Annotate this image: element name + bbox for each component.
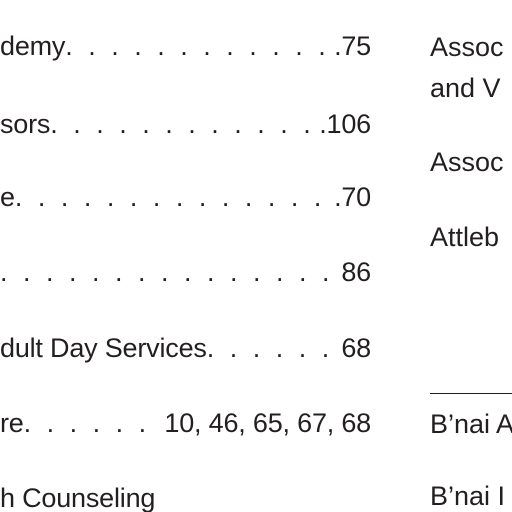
index-entry: e .70 . . . . . . . . . . . . . . . . . … [0, 181, 371, 213]
dot-leader: . . . . . . . . . . . . . . . . . . . . … [23, 408, 165, 438]
dot-leader: . . . . . . . . . . . . . . . . . . . . … [50, 109, 319, 139]
entry-page-numbers: .106 [319, 109, 371, 139]
entry-page-numbers: 10, 46, 65, 67, 68 [164, 408, 371, 438]
index-entry-right: Assoc [430, 147, 504, 177]
index-entry-right: B’nai A [430, 409, 512, 439]
index-entry: h Counseling [0, 482, 371, 512]
entry-name: h Counseling [0, 483, 156, 512]
section-divider [430, 393, 512, 394]
entry-page-numbers: 68 [341, 333, 371, 363]
index-entry-right: and V [430, 73, 501, 103]
entry-name: sors [0, 109, 51, 139]
index-entry: demy .75 . . . . . . . . . . . . . . . .… [0, 30, 371, 62]
index-right-column: Assoc and V Assoc Attleb B’nai A B’nai I [430, 0, 512, 512]
index-entry: dult Day Services 68 . . . . . . . . . .… [0, 332, 371, 364]
dot-leader: . . . . . . . . . . . . . . . . . . . . … [206, 333, 342, 363]
index-entry-right: Assoc [430, 32, 504, 62]
dot-leader: . . . . . . . . . . . . . . . . . . . . … [0, 257, 341, 287]
entry-name: re [0, 408, 24, 438]
index-entry: re 10, 46, 65, 67, 68 . . . . . . . . . … [0, 407, 371, 439]
dot-leader: . . . . . . . . . . . . . . . . . . . . … [14, 182, 334, 212]
entry-name: demy [0, 31, 66, 61]
entry-page-numbers: 86 [341, 257, 371, 287]
entry-page-numbers: .75 [334, 31, 371, 61]
index-entry-right: Attleb [430, 222, 500, 252]
entry-page-numbers: .70 [334, 182, 371, 212]
entry-name: e [0, 182, 15, 212]
index-entry-right: B’nai I [430, 481, 506, 511]
entry-name: dult Day Services [0, 333, 207, 363]
index-entry: 86 . . . . . . . . . . . . . . . . . . .… [0, 256, 371, 288]
index-left-column: demy .75 . . . . . . . . . . . . . . . .… [0, 30, 371, 512]
index-entry: sors .106 . . . . . . . . . . . . . . . … [0, 108, 371, 140]
dot-leader: . . . . . . . . . . . . . . . . . . . . … [65, 31, 334, 61]
